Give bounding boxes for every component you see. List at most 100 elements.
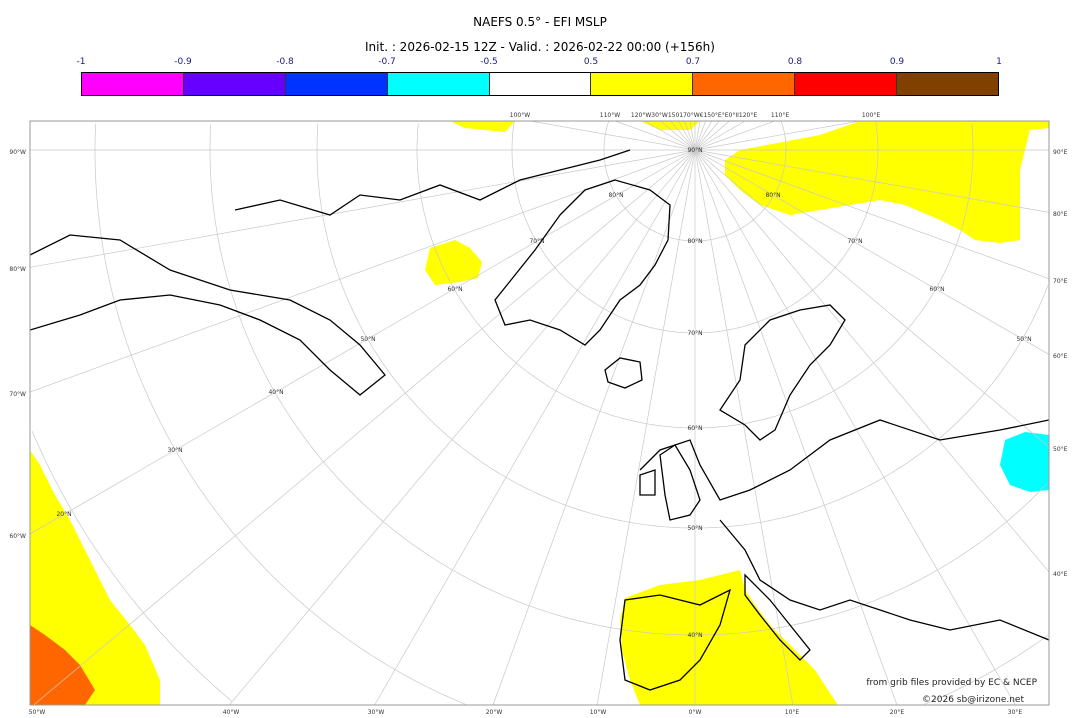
colorbar-tick-label: -0.5: [480, 57, 498, 67]
parallel-line: [695, 285, 1049, 529]
parallels: [31, 121, 1049, 705]
parallel-line: [209, 124, 695, 636]
parallel-line: [695, 123, 974, 429]
coast-iceland: [604, 357, 643, 389]
meridian-line: [694, 149, 1049, 280]
region-yellow-siberia: [725, 121, 1049, 243]
meridian-line: [374, 149, 696, 705]
axis-label: 50°W: [29, 709, 46, 716]
meridian-line: [660, 121, 696, 151]
colorbar-tick-label: 0.7: [685, 57, 701, 67]
coast-greenland: [494, 179, 671, 346]
colorbar-cell: [795, 73, 898, 95]
axis-label: 100°W: [510, 112, 530, 119]
meridian-line: [694, 149, 1049, 448]
efi-regions: [30, 121, 1049, 705]
meridian-line: [684, 121, 696, 151]
axis-label: 70°N: [847, 238, 862, 245]
axis-label: 80°N: [765, 192, 780, 199]
axis-label: 70°N: [687, 330, 702, 337]
meridian-line: [694, 121, 720, 151]
axis-label: 90°W: [9, 149, 26, 156]
colorbar-tick-label: -0.7: [378, 57, 396, 67]
axis-label: 70°E: [1053, 278, 1068, 285]
axis-label: 40°W: [223, 709, 240, 716]
axis-label: 10°W: [590, 709, 607, 716]
axis-label: 90°E: [1053, 149, 1068, 156]
source-credit: from grib files provided by EC & NCEP: [866, 678, 1037, 688]
axis-label: 50°N: [360, 336, 375, 343]
colorbar-cell: [183, 73, 286, 95]
meridian-line: [670, 121, 696, 151]
axis-label: 50°N: [1016, 336, 1031, 343]
meridian-line: [694, 121, 730, 151]
meridians: [30, 121, 1049, 705]
coast-europe: [639, 419, 1049, 641]
parallel-line: [94, 123, 466, 705]
axis-label: 40°E: [1053, 571, 1068, 578]
meridian-line: [677, 121, 696, 151]
axis-label: 40°N: [268, 389, 283, 396]
meridian-line: [694, 149, 1049, 355]
copyright-credit: ©2026 sb@irizone.net: [922, 695, 1024, 705]
axis-label: 10°E: [785, 709, 800, 716]
meridian-line: [492, 149, 696, 705]
axis-label: 30°W: [368, 709, 385, 716]
coast-italy: [744, 573, 811, 661]
meridian-line: [694, 149, 898, 705]
meridian-line: [530, 121, 696, 151]
meridian-line: [694, 149, 1016, 705]
axis-label: 60°E: [1053, 353, 1068, 360]
meridian-line: [615, 121, 696, 151]
region-cyan-caspian: [1000, 432, 1049, 492]
colorbar-tick-label: -0.9: [174, 57, 192, 67]
axis-labels: 90°W 80°W 70°W 60°W 90°E 80°E 70°E 60°E 50°E 40°E…: [9, 112, 1067, 716]
parallel-line: [695, 121, 879, 334]
axis-label: 20°W: [486, 709, 503, 716]
region-yellow-atlantic-sw: [30, 450, 160, 705]
parallel-line: [511, 121, 695, 334]
colorbar-cell: [693, 73, 796, 95]
region-orange-atlantic-sw: [30, 625, 95, 705]
parallel-line: [31, 431, 233, 702]
meridian-line: [689, 121, 696, 151]
colorbar-tick-label: 1: [996, 57, 1002, 67]
graticule: [30, 121, 1049, 705]
colorbar-cell: [591, 73, 694, 95]
colorbar-tick-label: -0.8: [276, 57, 294, 67]
coast-canada: [30, 234, 386, 396]
meridian-line: [694, 121, 701, 151]
colorbar-cell: [285, 73, 388, 95]
axis-label: 60°N: [447, 286, 462, 293]
colorbar-cell: [897, 73, 999, 95]
parallel-line: [316, 123, 695, 529]
chart-title: NAEFS 0.5° - EFI MSLP: [473, 15, 607, 29]
chart-subtitle: Init. : 2026-02-15 12Z - Valid. : 2026-0…: [365, 40, 715, 54]
colorbar-cell: [489, 73, 592, 95]
meridian-line: [30, 149, 696, 268]
axis-label: 70°W: [9, 391, 26, 398]
meridian-line: [694, 121, 713, 151]
coast-british-isles: [639, 444, 701, 521]
meridian-line: [644, 121, 696, 151]
axis-label: 0°W: [689, 709, 702, 716]
map-background: [30, 121, 1049, 705]
axis-label: 50°E: [1053, 446, 1068, 453]
axis-label: 80°N: [608, 192, 623, 199]
colorbar-tick-label: -1: [76, 57, 86, 67]
axis-label: 60°N: [687, 425, 702, 432]
axis-label: 110°W: [600, 112, 620, 119]
meridian-line: [33, 149, 696, 705]
axis-label: 20°N: [56, 511, 71, 518]
meridian-line: [694, 121, 860, 151]
axis-label: 90°N: [687, 147, 702, 154]
coast-arctic-islands: [234, 149, 631, 216]
meridian-line: [229, 149, 696, 705]
meridian-line: [596, 149, 696, 705]
axis-label: 60°W: [9, 533, 26, 540]
axis-label: 30°N: [167, 447, 182, 454]
colorbar-cell: [82, 73, 184, 95]
axis-label: 80°W: [9, 266, 26, 273]
coast-scandinavia: [719, 304, 846, 441]
